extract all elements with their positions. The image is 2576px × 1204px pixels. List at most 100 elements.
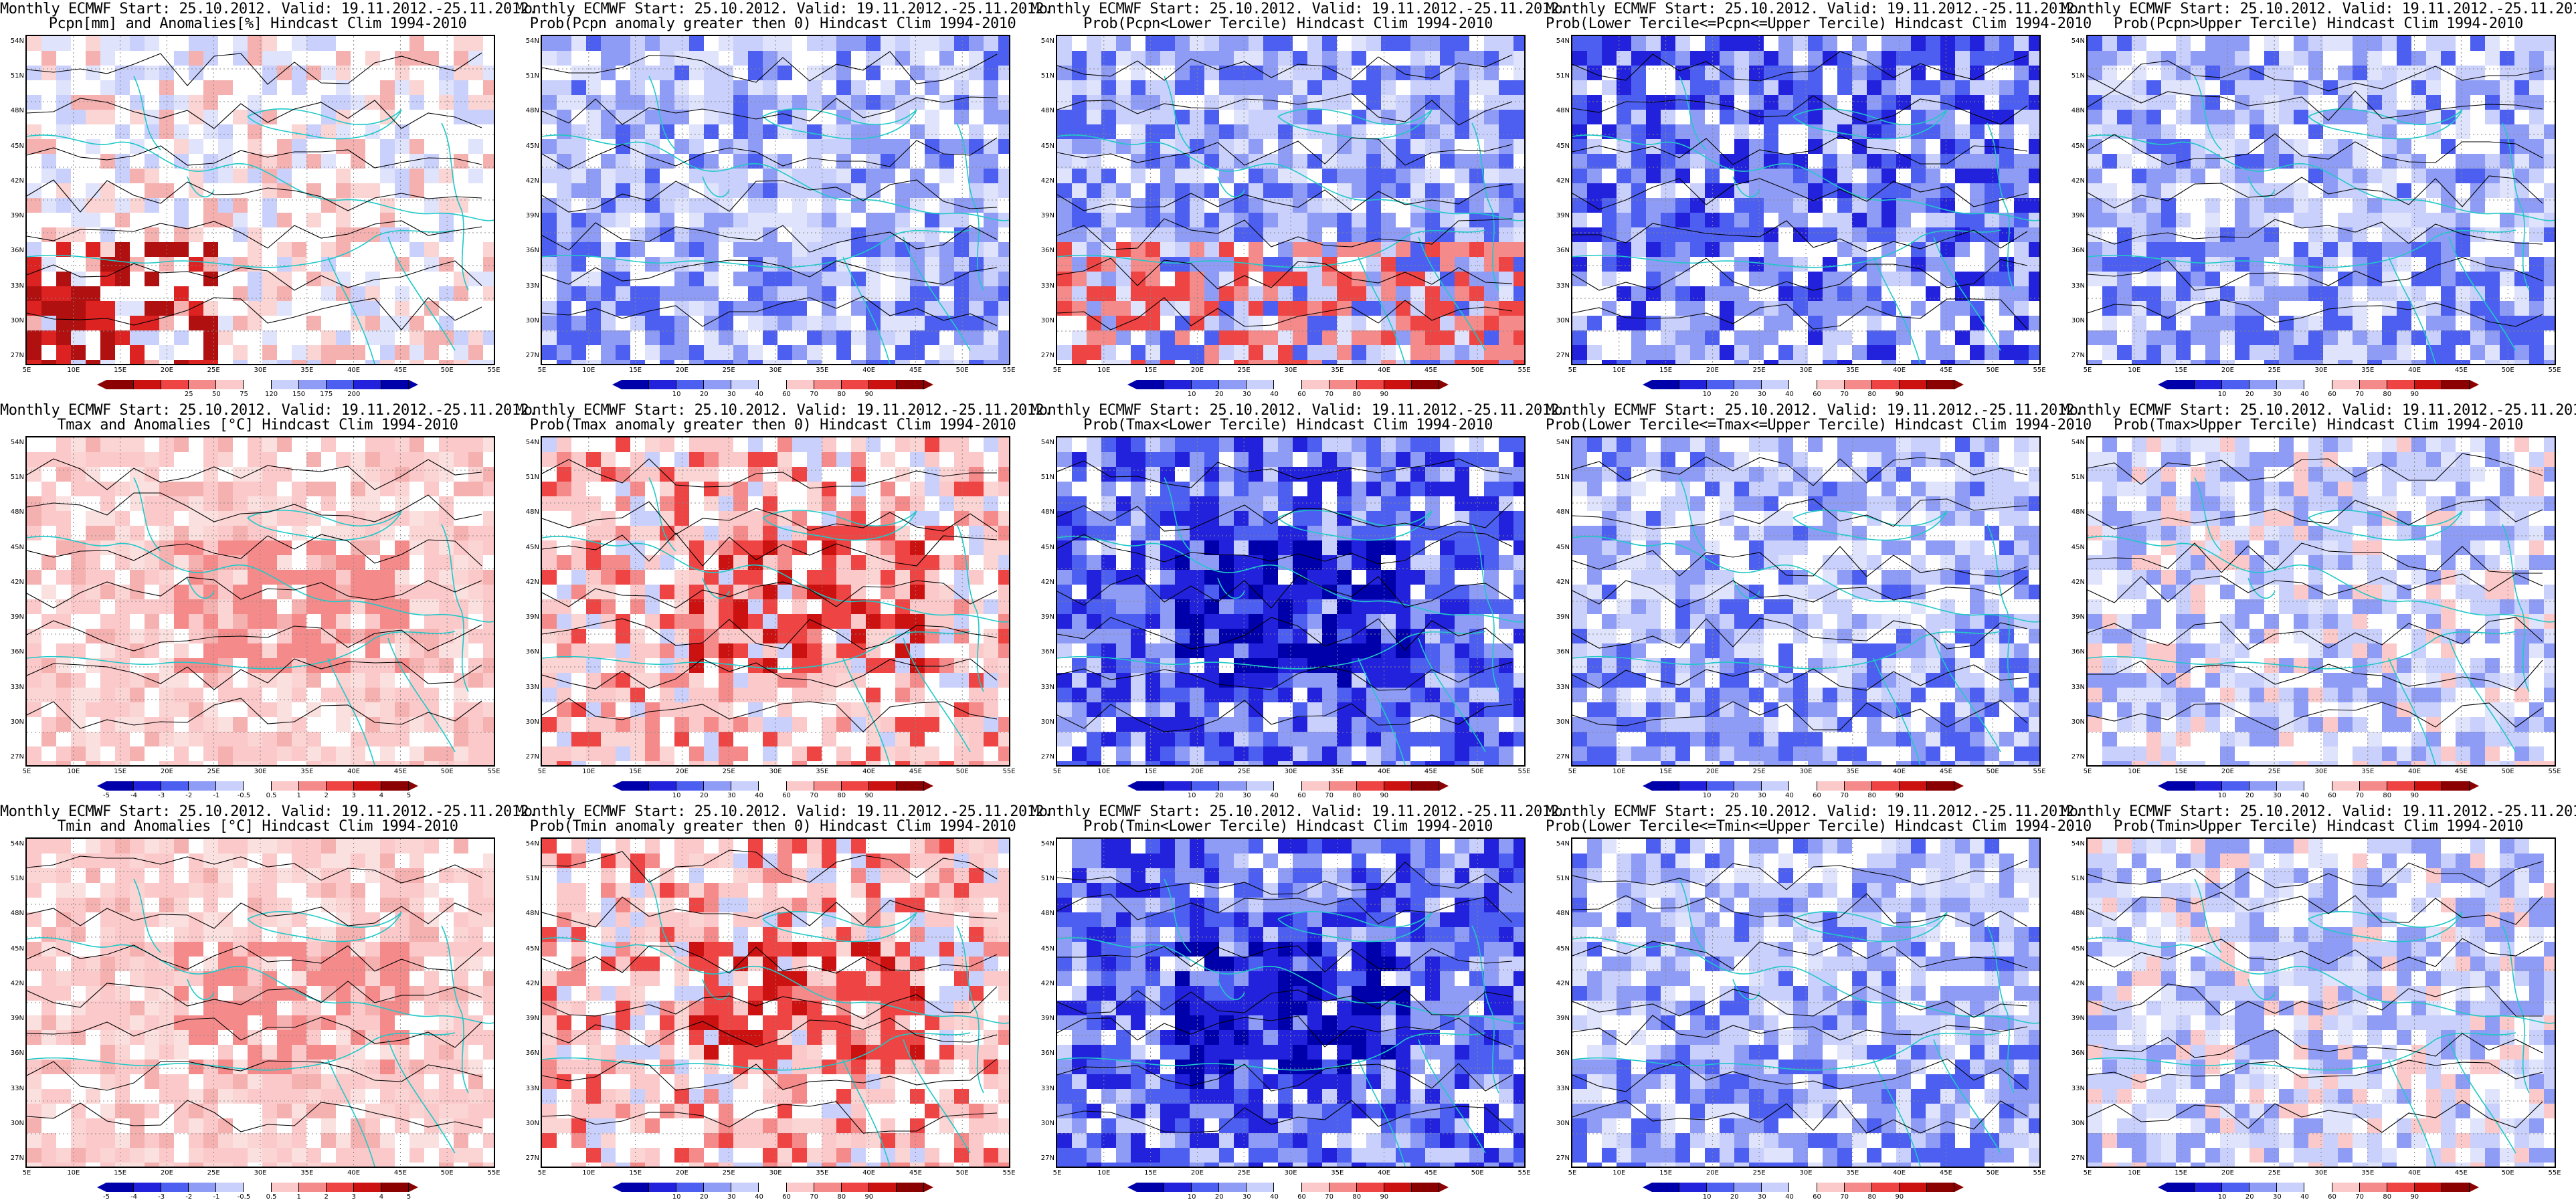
field-cell bbox=[733, 139, 749, 155]
field-cell bbox=[2146, 66, 2162, 81]
field-cell bbox=[2161, 51, 2177, 66]
colorbar-segment bbox=[2195, 380, 2223, 389]
field-cell bbox=[100, 526, 116, 541]
field-cell bbox=[571, 629, 587, 644]
field-cell bbox=[351, 360, 366, 364]
field-cell bbox=[1940, 316, 1956, 331]
field-cell bbox=[984, 139, 999, 155]
field-cell bbox=[1823, 198, 1838, 213]
field-cell bbox=[71, 717, 86, 732]
contour-line bbox=[542, 179, 998, 213]
field-cell bbox=[2353, 124, 2368, 140]
field-cell bbox=[130, 124, 145, 140]
field-cell bbox=[1852, 242, 1867, 258]
field-cell bbox=[292, 526, 307, 541]
field-cell bbox=[2191, 124, 2206, 140]
field-cell bbox=[1101, 139, 1117, 155]
field-cell bbox=[851, 36, 866, 52]
field-cell bbox=[41, 242, 57, 258]
field-cell bbox=[2014, 198, 2029, 213]
field-cell bbox=[454, 183, 469, 199]
field-cell bbox=[969, 51, 984, 66]
field-cell bbox=[939, 227, 955, 243]
field-cell bbox=[571, 452, 587, 468]
field-cell bbox=[616, 286, 631, 302]
field-cell bbox=[1440, 110, 1455, 125]
field-cell bbox=[1675, 316, 1691, 331]
field-cell bbox=[2102, 51, 2118, 66]
field-cell bbox=[2353, 272, 2368, 287]
field-cell bbox=[321, 437, 337, 453]
field-cell bbox=[1116, 330, 1131, 346]
field-cell bbox=[1911, 242, 1926, 258]
field-cell bbox=[954, 345, 970, 361]
field-cell bbox=[2323, 227, 2338, 243]
field-cell bbox=[1617, 286, 1632, 302]
field-cell bbox=[41, 643, 57, 659]
field-cell bbox=[27, 169, 42, 184]
field-cell bbox=[836, 124, 852, 140]
field-cell bbox=[1101, 360, 1117, 364]
field-cell bbox=[1175, 66, 1190, 81]
field-cell bbox=[2191, 36, 2206, 52]
field-cell bbox=[130, 110, 145, 125]
field-cell bbox=[2500, 360, 2515, 364]
field-cell bbox=[1572, 80, 1588, 96]
field-cell bbox=[1175, 227, 1190, 243]
field-cell bbox=[115, 124, 130, 140]
field-cell bbox=[1322, 154, 1338, 169]
field-cell bbox=[1778, 198, 1794, 213]
field-cell bbox=[115, 360, 130, 364]
field-cell bbox=[719, 570, 734, 585]
field-cell bbox=[763, 272, 778, 287]
colorbar-min-arrow bbox=[1127, 380, 1137, 389]
field-cell bbox=[483, 482, 494, 497]
field-cell bbox=[1101, 198, 1117, 213]
field-cell bbox=[189, 555, 204, 571]
field-cell bbox=[439, 316, 454, 331]
field-cell bbox=[586, 482, 602, 497]
field-cell bbox=[233, 688, 248, 703]
field-cell bbox=[689, 139, 705, 155]
field-cell bbox=[2279, 51, 2294, 66]
field-cell bbox=[321, 555, 337, 571]
field-cell bbox=[56, 213, 72, 228]
field-cell bbox=[351, 227, 366, 243]
field-cell bbox=[2191, 301, 2206, 316]
field-cell bbox=[2308, 198, 2324, 213]
field-cell bbox=[1219, 169, 1234, 184]
field-cell bbox=[321, 242, 337, 258]
field-cell bbox=[1087, 154, 1102, 169]
field-cell bbox=[145, 658, 160, 674]
field-cell bbox=[939, 169, 955, 184]
field-cell bbox=[1175, 154, 1190, 169]
field-cell bbox=[1101, 110, 1117, 125]
field-cell bbox=[27, 599, 42, 615]
field-cell bbox=[277, 80, 292, 96]
field-cell bbox=[1440, 169, 1455, 184]
field-cell bbox=[380, 360, 395, 364]
field-cell bbox=[100, 110, 116, 125]
field-cell bbox=[2397, 66, 2412, 81]
field-cell bbox=[1145, 360, 1161, 364]
field-cell bbox=[2014, 360, 2029, 364]
field-cell bbox=[336, 301, 351, 316]
field-cell bbox=[1249, 198, 1264, 213]
field-cell bbox=[571, 213, 587, 228]
field-cell bbox=[56, 717, 72, 732]
field-cell bbox=[409, 257, 425, 272]
field-cell bbox=[262, 702, 278, 718]
field-cell bbox=[1734, 36, 1750, 52]
field-cell bbox=[1646, 301, 1661, 316]
field-cell bbox=[145, 614, 160, 629]
field-cell bbox=[586, 36, 602, 52]
field-cell bbox=[601, 124, 616, 140]
field-cell bbox=[2146, 110, 2162, 125]
field-cell bbox=[292, 717, 307, 732]
field-cell bbox=[1985, 95, 2000, 110]
field-cell bbox=[1587, 66, 1602, 81]
colorbar-label: 50 bbox=[211, 391, 221, 398]
field-cell bbox=[56, 66, 72, 81]
field-cell bbox=[1278, 257, 1293, 272]
field-cell bbox=[2205, 242, 2221, 258]
